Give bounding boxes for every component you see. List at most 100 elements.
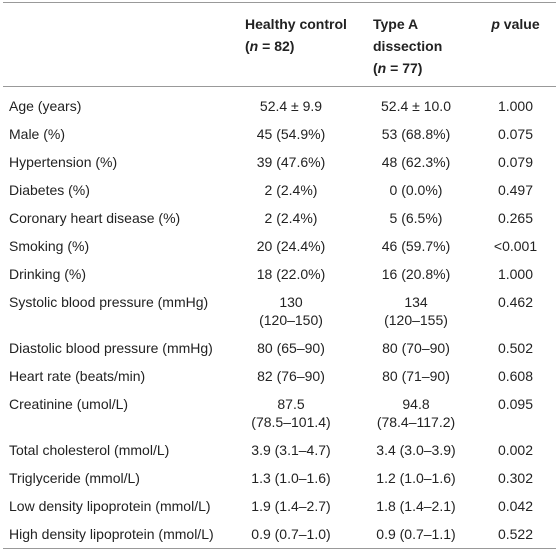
- table-cell: 0.095: [497, 396, 534, 412]
- table-cell: 0.042: [497, 498, 534, 514]
- table-cell: 0.9 (0.7–1.0): [251, 526, 331, 542]
- table-cell: 80 (65–90): [257, 340, 325, 356]
- row-label: Hypertension (%): [9, 154, 118, 170]
- table-cell: 0.502: [497, 340, 534, 356]
- table-cell: 48 (62.3%): [381, 154, 451, 170]
- table-cell: 16 (20.8%): [381, 266, 451, 282]
- cell-line: 94.8: [402, 396, 430, 412]
- table-body: Age (years) 52.4 ± 9.9 52.4 ± 10.0 1.000 Mal…: [3, 87, 556, 549]
- table-cell: 1.8 (1.4–2.1): [376, 498, 456, 514]
- table-row: Total cholesterol (mmol/L) 3.9 (3.1–4.7) 3…: [3, 436, 556, 464]
- table-cell: 0.9 (0.7–1.1): [376, 526, 456, 542]
- table-cell: 52.4 ± 10.0: [381, 98, 451, 114]
- table-cell: 134 (120–155): [357, 288, 475, 334]
- table-cell: 0.079: [497, 154, 534, 170]
- header-title: p: [491, 16, 500, 32]
- table-cell: 5 (6.5%): [389, 210, 443, 226]
- table-cell: 18 (22.0%): [256, 266, 326, 282]
- table-cell: 130 (120–150): [225, 288, 357, 334]
- table-row: Diastolic blood pressure (mmHg) 80 (65–90…: [3, 334, 556, 362]
- header-count: n: [249, 38, 259, 54]
- row-label: Total cholesterol (mmol/L): [9, 442, 170, 458]
- header-count: (: [245, 38, 250, 54]
- table-cell: 1.3 (1.0–1.6): [251, 470, 331, 486]
- cell-line: (120–155): [384, 312, 448, 328]
- table-cell: 0.497: [497, 182, 534, 198]
- cell-line: (78.4–117.2): [376, 414, 456, 430]
- table-cell: 3.9 (3.1–4.7): [251, 442, 331, 458]
- row-label: Age (years): [9, 98, 82, 114]
- row-label: High density lipoprotein (mmol/L): [9, 526, 214, 542]
- table-cell: 94.8 (78.4–117.2): [357, 390, 475, 436]
- table-cell: 45 (54.9%): [256, 126, 326, 142]
- table-cell: 0.462: [497, 294, 534, 310]
- row-label: Smoking (%): [9, 238, 90, 254]
- row-label: Male (%): [9, 126, 66, 142]
- table-cell: 20 (24.4%): [256, 238, 326, 254]
- table-cell: 0.608: [497, 368, 534, 384]
- cell-line: (120–150): [259, 312, 323, 328]
- header-row: Healthy control (n = 82) Type A dissectio…: [3, 3, 556, 87]
- header-title: value: [499, 16, 540, 32]
- table-cell: 3.4 (3.0–3.9): [376, 442, 456, 458]
- table-cell: 87.5 (78.5–101.4): [225, 390, 357, 436]
- header-cell: Healthy control (n = 82): [225, 3, 357, 87]
- table-row: Triglyceride (mmol/L) 1.3 (1.0–1.6) 1.2 (1…: [3, 464, 556, 492]
- table-row: Coronary heart disease (%) 2 (2.4%) 5 (6.5…: [3, 204, 556, 232]
- header-count: (: [373, 60, 378, 76]
- table-cell: 39 (47.6%): [256, 154, 326, 170]
- table-header: Healthy control (n = 82) Type A dissectio…: [3, 2, 556, 87]
- row-label: Diabetes (%): [9, 182, 90, 198]
- cell-line: 134: [404, 294, 428, 310]
- table-cell: 0.302: [497, 470, 534, 486]
- table-cell: 46 (59.7%): [381, 238, 451, 254]
- row-label: Coronary heart disease (%): [9, 210, 181, 226]
- row-label: Diastolic blood pressure (mmHg): [9, 340, 213, 356]
- table-cell: <0.001: [493, 238, 538, 254]
- table-cell: 0 (0.0%): [389, 182, 443, 198]
- data-table: Healthy control (n = 82) Type A dissectio…: [3, 2, 556, 549]
- table-cell: 52.4 ± 9.9: [259, 98, 323, 114]
- header-count: n: [377, 60, 387, 76]
- row-label: Heart rate (beats/min): [9, 368, 146, 384]
- header-cell: [3, 3, 225, 87]
- table-cell: 0.522: [497, 526, 534, 542]
- table-row: Diabetes (%) 2 (2.4%) 0 (0.0%) 0.497: [3, 176, 556, 204]
- table-cell: 2 (2.4%): [264, 210, 318, 226]
- table-cell: 0.002: [497, 442, 534, 458]
- table-cell: 2 (2.4%): [264, 182, 318, 198]
- table-row: Low density lipoprotein (mmol/L) 1.9 (1.4…: [3, 492, 556, 520]
- row-label: Low density lipoprotein (mmol/L): [9, 498, 211, 514]
- header-cell: Type A dissection (n = 77): [357, 3, 475, 87]
- table-cell: 82 (76–90): [257, 368, 325, 384]
- table-row: Systolic blood pressure (mmHg) 130 (120–15…: [3, 288, 556, 334]
- row-label: Triglyceride (mmol/L): [9, 470, 140, 486]
- row-label: Systolic blood pressure (mmHg): [9, 294, 209, 310]
- cell-line: 130: [279, 294, 303, 310]
- table-row: Age (years) 52.4 ± 9.9 52.4 ± 10.0 1.000: [3, 87, 556, 121]
- table-row: Male (%) 45 (54.9%) 53 (68.8%) 0.075: [3, 120, 556, 148]
- table-row: Smoking (%) 20 (24.4%) 46 (59.7%) <0.001: [3, 232, 556, 260]
- table-cell: 1.2 (1.0–1.6): [376, 470, 456, 486]
- table-cell: 0.075: [497, 126, 534, 142]
- row-label: Drinking (%): [9, 266, 87, 282]
- header-count: = 77): [386, 60, 423, 76]
- row-label: Creatinine (umol/L): [9, 396, 129, 412]
- table-row: High density lipoprotein (mmol/L) 0.9 (0.…: [3, 520, 556, 549]
- table-cell: 53 (68.8%): [381, 126, 451, 142]
- table-cell: 80 (70–90): [382, 340, 450, 356]
- table-cell: 1.9 (1.4–2.7): [251, 498, 331, 514]
- table-cell: 0.265: [497, 210, 534, 226]
- table-row: Drinking (%) 18 (22.0%) 16 (20.8%) 1.000: [3, 260, 556, 288]
- table-cell: 1.000: [497, 266, 534, 282]
- table-cell: 80 (71–90): [382, 368, 450, 384]
- header-title: Healthy control: [245, 16, 347, 32]
- header-title: Type A dissection: [373, 16, 443, 54]
- table-row: Hypertension (%) 39 (47.6%) 48 (62.3%) 0.07…: [3, 148, 556, 176]
- table-cell: 1.000: [497, 98, 534, 114]
- table-row: Heart rate (beats/min) 82 (76–90) 80 (71–9…: [3, 362, 556, 390]
- header-count: = 82): [258, 38, 295, 54]
- table-row: Creatinine (umol/L) 87.5 (78.5–101.4) 94.8 (…: [3, 390, 556, 436]
- cell-line: 87.5: [277, 396, 305, 412]
